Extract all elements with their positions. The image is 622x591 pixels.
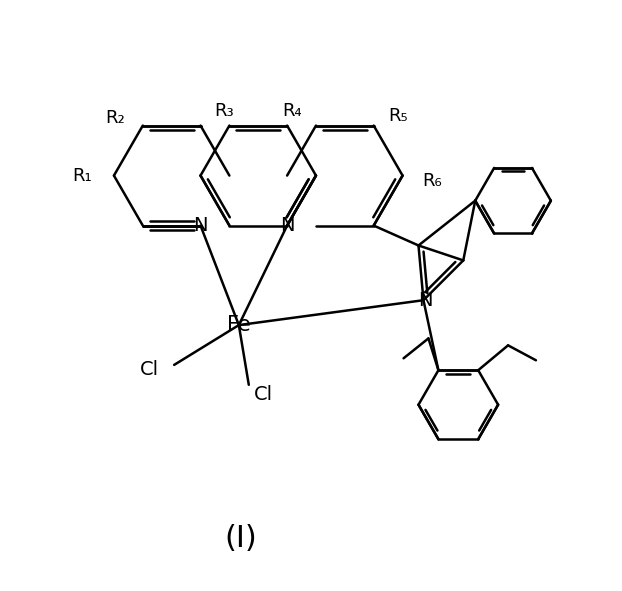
Text: N: N [193, 216, 208, 235]
Text: R₄: R₄ [282, 102, 302, 119]
Text: R₅: R₅ [389, 106, 408, 125]
Text: Cl: Cl [254, 385, 273, 404]
Text: Cl: Cl [140, 361, 159, 379]
Text: R₁: R₁ [72, 167, 92, 184]
Text: (I): (I) [224, 524, 257, 553]
Text: N: N [418, 291, 433, 310]
Text: Fe: Fe [227, 315, 251, 335]
Text: R₃: R₃ [215, 102, 234, 119]
Text: R₆: R₆ [422, 171, 442, 190]
Text: R₂: R₂ [105, 109, 125, 126]
Text: N: N [280, 216, 294, 235]
